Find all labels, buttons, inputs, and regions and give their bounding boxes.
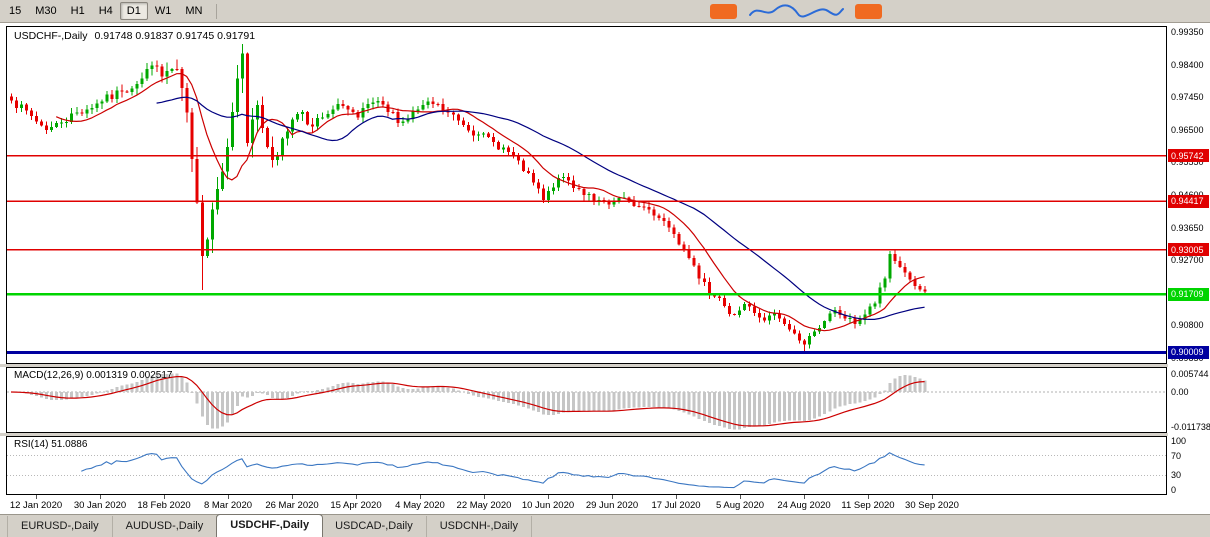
- logo-script-icon: [749, 4, 844, 18]
- timeframe-button-d1[interactable]: D1: [119, 2, 148, 20]
- price-axis-label: 0.92700: [1171, 255, 1204, 266]
- time-axis-label: 30 Sep 2020: [905, 500, 959, 511]
- price-scale[interactable]: 0.993500.984000.974500.965000.955500.946…: [1168, 23, 1210, 514]
- time-axis-label: 24 Aug 2020: [777, 500, 831, 511]
- time-axis-tick: [356, 495, 357, 499]
- price-axis-label: 0.90800: [1171, 320, 1204, 331]
- timeframe-button-m30[interactable]: M30: [35, 5, 57, 17]
- macd-panel[interactable]: MACD(12,26,9) 0.001319 0.002517: [6, 367, 1167, 433]
- time-axis-tick: [36, 495, 37, 499]
- time-axis-label: 10 Jun 2020: [521, 500, 575, 511]
- time-axis-label: 26 Mar 2020: [265, 500, 319, 511]
- chart-tab-usdcaddaily[interactable]: USDCAD-,Daily: [322, 516, 427, 537]
- price-axis-label: 0.98400: [1171, 59, 1204, 70]
- price-axis-label: 0.99350: [1171, 27, 1204, 38]
- time-axis-label: 4 May 2020: [395, 500, 445, 511]
- rsi-axis-label: 100: [1171, 436, 1187, 446]
- rsi-axis-label: 0: [1171, 485, 1177, 495]
- chart-tab-usdchfdaily[interactable]: USDCHF-,Daily: [216, 514, 324, 537]
- chart-tab-eurusddaily[interactable]: EURUSD-,Daily: [7, 516, 113, 537]
- time-axis-tick: [932, 495, 933, 499]
- level-price-label: 0.90009: [1168, 345, 1209, 359]
- rsi-panel[interactable]: RSI(14) 51.0886: [6, 436, 1167, 495]
- time-axis-tick: [804, 495, 805, 499]
- rsi-axis-label: 70: [1171, 450, 1182, 461]
- timeframe-button-group: 15 M30 H1 H4 D1 W1 MN: [2, 0, 209, 22]
- timeframe-button-15[interactable]: 15: [9, 5, 22, 17]
- price-axis-label: 0.97450: [1171, 92, 1204, 103]
- time-axis-label: 17 Jul 2020: [651, 500, 701, 511]
- time-axis-label: 22 May 2020: [456, 500, 512, 511]
- timeframe-button-mn[interactable]: MN: [185, 5, 203, 17]
- level-price-label: 0.94417: [1168, 194, 1209, 208]
- timeframe-button-h1[interactable]: H1: [70, 5, 85, 17]
- time-axis-tick: [484, 495, 485, 499]
- rsi-canvas[interactable]: [7, 437, 1166, 494]
- time-axis-label: 12 Jan 2020: [9, 500, 63, 511]
- timeframe-toolbar: 15 M30 H1 H4 D1 W1 MN: [0, 0, 1210, 23]
- time-axis-tick: [228, 495, 229, 499]
- time-axis-label: 15 Apr 2020: [330, 500, 382, 511]
- main-chart-canvas[interactable]: [7, 27, 1166, 363]
- main-chart-panel[interactable]: USDCHF-,Daily 0.91748 0.91837 0.91745 0.9…: [6, 26, 1167, 364]
- chart-tab-audusddaily[interactable]: AUDUSD-,Daily: [113, 516, 218, 537]
- time-axis-label: 5 Aug 2020: [715, 500, 765, 511]
- time-axis-label: 18 Feb 2020: [137, 500, 191, 511]
- logo-right-block-icon: [855, 3, 882, 19]
- time-axis-tick: [420, 495, 421, 499]
- time-axis[interactable]: 12 Jan 2020 30 Jan 2020 18 Feb 2020 8 Mar 2…: [0, 495, 1210, 514]
- time-axis-tick: [100, 495, 101, 499]
- macd-axis-label: 0.00: [1171, 387, 1189, 397]
- chart-tab-usdcnhdaily[interactable]: USDCNH-,Daily: [427, 516, 532, 537]
- price-axis-label: 0.93650: [1171, 222, 1204, 233]
- timeframe-button-w1[interactable]: W1: [154, 5, 172, 17]
- level-price-label: 0.91709: [1168, 287, 1209, 301]
- time-axis-label: 8 Mar 2020: [203, 500, 253, 511]
- panel-splitter[interactable]: [0, 433, 1210, 436]
- timeframe-button-h4[interactable]: H4: [98, 5, 113, 17]
- time-axis-tick: [868, 495, 869, 499]
- time-axis-tick: [612, 495, 613, 499]
- time-axis-label: 29 Jun 2020: [585, 500, 639, 511]
- time-axis-tick: [676, 495, 677, 499]
- panel-splitter[interactable]: [0, 364, 1210, 367]
- toolbar-separator: [216, 3, 218, 19]
- macd-axis-label: -0.011738: [1171, 422, 1210, 432]
- level-price-label: 0.93005: [1168, 243, 1209, 257]
- chart-tab-bar: EURUSD-,Daily AUDUSD-,Daily USDCHF-,Daily U…: [0, 514, 1210, 537]
- time-axis-label: 30 Jan 2020: [73, 500, 127, 511]
- brand-logo: [710, 1, 882, 21]
- macd-canvas[interactable]: [7, 368, 1166, 432]
- time-axis-tick: [740, 495, 741, 499]
- price-axis-label: 0.95550: [1171, 157, 1204, 168]
- logo-left-block-icon: [710, 3, 737, 19]
- time-axis-label: 11 Sep 2020: [841, 500, 895, 511]
- level-price-label: 0.95742: [1168, 149, 1209, 163]
- rsi-axis-label: 30: [1171, 470, 1182, 481]
- time-axis-tick: [548, 495, 549, 499]
- time-axis-tick: [292, 495, 293, 499]
- macd-axis-label: 0.005744: [1171, 369, 1209, 379]
- time-axis-tick: [164, 495, 165, 499]
- price-axis-label: 0.96500: [1171, 124, 1204, 135]
